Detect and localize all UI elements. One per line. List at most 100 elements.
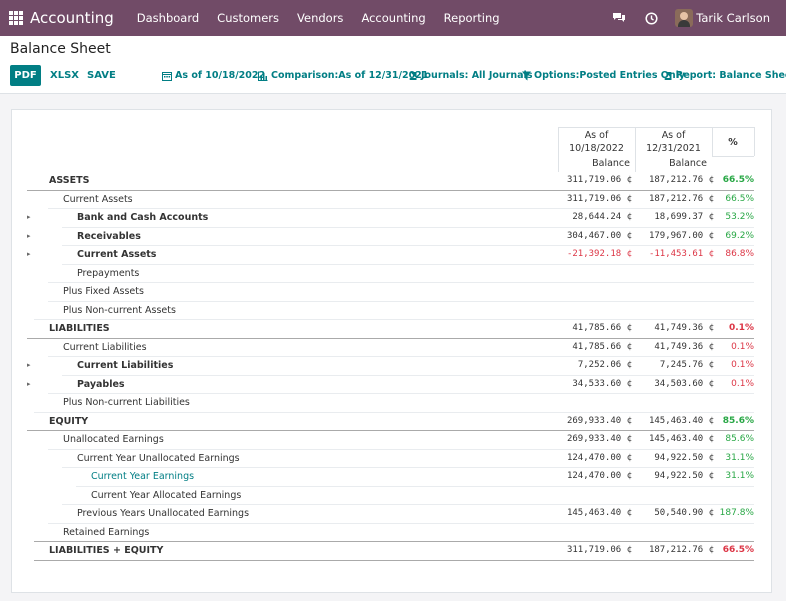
row-label: Current Year Unallocated Earnings bbox=[77, 452, 240, 464]
user-name[interactable]: Tarik Carlson bbox=[696, 11, 770, 25]
chat-icon[interactable] bbox=[611, 10, 627, 26]
app-name[interactable]: Accounting bbox=[30, 9, 114, 27]
row-percent: 0.1% bbox=[729, 323, 754, 333]
report-row-liabilities-equity[interactable]: LIABILITIES + EQUITY 311,719.06 ¢ 187,21… bbox=[27, 541, 754, 559]
row-percent: 0.1% bbox=[731, 360, 754, 370]
row-label: ASSETS bbox=[49, 174, 90, 186]
row-label: Plus Non-current Liabilities bbox=[63, 396, 190, 408]
report-row-noncurrent-assets[interactable]: Plus Non-current Assets bbox=[27, 301, 754, 319]
row-percent: 53.2% bbox=[725, 212, 754, 222]
col2-header-line2: 12/31/2021 bbox=[646, 143, 701, 154]
expand-caret-icon[interactable]: ▸ bbox=[27, 380, 31, 388]
col1-balance-header: Balance bbox=[592, 158, 630, 169]
pdf-button[interactable]: PDF bbox=[10, 65, 41, 86]
menu-customers[interactable]: Customers bbox=[217, 11, 280, 25]
row-value-comparison: 187,212.76 ¢ bbox=[648, 545, 714, 555]
row-label: Unallocated Earnings bbox=[63, 433, 164, 445]
row-value-current: 7,252.06 ¢ bbox=[577, 360, 632, 370]
options-filter[interactable]: Options:Posted Entries Only bbox=[522, 65, 685, 86]
row-label: Payables bbox=[77, 378, 125, 390]
date-filter[interactable]: As of 10/18/2022 bbox=[162, 65, 265, 86]
bar-chart-icon bbox=[258, 71, 268, 81]
row-label: Bank and Cash Accounts bbox=[77, 211, 209, 223]
menu-accounting[interactable]: Accounting bbox=[361, 11, 426, 25]
report-row-equity[interactable]: EQUITY 269,933.40 ¢ 145,463.40 ¢ 85.6% bbox=[27, 412, 754, 430]
row-label: EQUITY bbox=[49, 415, 89, 427]
apps-menu-icon[interactable] bbox=[9, 11, 23, 25]
comparison-filter[interactable]: Comparison:As of 12/31/2021 bbox=[258, 65, 428, 86]
menu-reporting[interactable]: Reporting bbox=[443, 11, 500, 25]
report-row-noncurrent-liabilities[interactable]: Plus Non-current Liabilities bbox=[27, 393, 754, 411]
page-title: Balance Sheet bbox=[10, 41, 111, 57]
report-row-current-assets-sub[interactable]: ▸ Current Assets -21,392.18 ¢ -11,453.61… bbox=[27, 245, 754, 263]
report-row-py-unallocated[interactable]: Previous Years Unallocated Earnings 145,… bbox=[27, 504, 754, 522]
save-button[interactable]: SAVE bbox=[87, 70, 116, 81]
col2-balance-header: Balance bbox=[669, 158, 707, 169]
row-value-current: 41,785.66 ¢ bbox=[572, 323, 632, 333]
row-label: Receivables bbox=[77, 230, 141, 242]
row-value-current: 269,933.40 ¢ bbox=[566, 416, 632, 426]
row-percent: 85.6% bbox=[725, 434, 754, 444]
activity-clock-icon[interactable] bbox=[643, 10, 659, 26]
top-navbar: Accounting Dashboard Customers Vendors A… bbox=[0, 0, 786, 36]
date-filter-label: As of 10/18/2022 bbox=[175, 70, 266, 81]
row-label: LIABILITIES + EQUITY bbox=[49, 544, 164, 556]
row-value-current: 311,719.06 ¢ bbox=[566, 175, 632, 185]
report-row-current-liabilities-sub[interactable]: ▸ Current Liabilities 7,252.06 ¢ 7,245.7… bbox=[27, 356, 754, 374]
report-row-cy-earnings[interactable]: Current Year Earnings 124,470.00 ¢ 94,92… bbox=[27, 467, 754, 485]
row-percent: 0.1% bbox=[731, 342, 754, 352]
row-value-comparison: 94,922.50 ¢ bbox=[654, 471, 714, 481]
report-row-cy-unallocated[interactable]: Current Year Unallocated Earnings 124,47… bbox=[27, 449, 754, 467]
expand-caret-icon[interactable]: ▸ bbox=[27, 250, 31, 258]
row-label: Current Liabilities bbox=[63, 341, 147, 353]
row-value-comparison: 34,503.60 ¢ bbox=[654, 379, 714, 389]
row-value-comparison: 94,922.50 ¢ bbox=[654, 453, 714, 463]
row-percent: 66.5% bbox=[722, 175, 754, 185]
menu-vendors[interactable]: Vendors bbox=[297, 11, 344, 25]
row-value-comparison: 18,699.37 ¢ bbox=[654, 212, 714, 222]
user-avatar[interactable] bbox=[675, 9, 694, 27]
col1-header-line1: As of bbox=[584, 130, 609, 141]
row-value-comparison: 179,967.00 ¢ bbox=[648, 231, 714, 241]
menu-dashboard[interactable]: Dashboard bbox=[136, 11, 200, 25]
report-row-retained-earnings[interactable]: Retained Earnings bbox=[27, 523, 754, 541]
row-percent: 69.2% bbox=[725, 231, 754, 241]
row-label: Plus Non-current Assets bbox=[63, 304, 176, 316]
row-label: Current Liabilities bbox=[77, 359, 174, 371]
report-row-receivables[interactable]: ▸ Receivables 304,467.00 ¢ 179,967.00 ¢ … bbox=[27, 227, 754, 245]
report-row-current-liabilities[interactable]: Current Liabilities 41,785.66 ¢ 41,749.3… bbox=[27, 338, 754, 356]
expand-caret-icon[interactable]: ▸ bbox=[27, 361, 31, 369]
report-row-bank-cash[interactable]: ▸ Bank and Cash Accounts 28,644.24 ¢ 18,… bbox=[27, 208, 754, 226]
report-row-prepayments[interactable]: Prepayments bbox=[27, 264, 754, 282]
journals-filter-label: Journals: All Journals bbox=[421, 70, 533, 81]
row-value-comparison: 41,749.36 ¢ bbox=[654, 342, 714, 352]
row-value-current: 34,533.60 ¢ bbox=[572, 379, 632, 389]
expand-caret-icon[interactable]: ▸ bbox=[27, 213, 31, 221]
row-label: Plus Fixed Assets bbox=[63, 285, 144, 297]
row-label: Prepayments bbox=[77, 267, 140, 279]
row-label: LIABILITIES bbox=[49, 322, 110, 334]
book-icon bbox=[664, 71, 672, 80]
report-row-assets[interactable]: ASSETS 311,719.06 ¢ 187,212.76 ¢ 66.5% bbox=[27, 171, 754, 189]
report-row-current-assets[interactable]: Current Assets 311,719.06 ¢ 187,212.76 ¢… bbox=[27, 190, 754, 208]
expand-caret-icon[interactable]: ▸ bbox=[27, 232, 31, 240]
book-icon bbox=[409, 71, 417, 80]
report-row-fixed-assets[interactable]: Plus Fixed Assets bbox=[27, 282, 754, 300]
row-value-current: 124,470.00 ¢ bbox=[566, 453, 632, 463]
report-row-payables[interactable]: ▸ Payables 34,533.60 ¢ 34,503.60 ¢ 0.1% bbox=[27, 375, 754, 393]
row-label: Current Assets bbox=[63, 193, 133, 205]
row-label-link[interactable]: Current Year Earnings bbox=[91, 470, 195, 482]
journals-filter[interactable]: Journals: All Journals bbox=[409, 65, 532, 86]
row-value-comparison: 187,212.76 ¢ bbox=[648, 175, 714, 185]
report-filter[interactable]: Report: Balance Sheet bbox=[664, 65, 786, 86]
comparison-filter-label: Comparison:As of 12/31/2021 bbox=[271, 70, 429, 81]
row-label: Retained Earnings bbox=[63, 526, 150, 538]
row-value-current: 304,467.00 ¢ bbox=[566, 231, 632, 241]
xlsx-button[interactable]: XLSX bbox=[50, 70, 79, 81]
row-value-current: 41,785.66 ¢ bbox=[572, 342, 632, 352]
report-row-liabilities[interactable]: LIABILITIES 41,785.66 ¢ 41,749.36 ¢ 0.1% bbox=[27, 319, 754, 337]
row-value-current: 311,719.06 ¢ bbox=[566, 545, 632, 555]
col2-header: As of 12/31/2021 bbox=[635, 129, 712, 155]
report-row-unallocated-earnings[interactable]: Unallocated Earnings 269,933.40 ¢ 145,46… bbox=[27, 430, 754, 448]
report-row-cy-allocated[interactable]: Current Year Allocated Earnings bbox=[27, 486, 754, 504]
